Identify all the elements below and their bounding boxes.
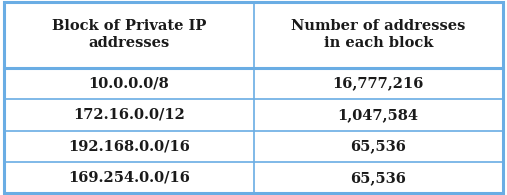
Text: 192.168.0.0/16: 192.168.0.0/16 xyxy=(68,139,190,153)
Text: Number of addresses
in each block: Number of addresses in each block xyxy=(291,19,465,50)
Text: Block of Private IP
addresses: Block of Private IP addresses xyxy=(52,19,206,50)
Text: 169.254.0.0/16: 169.254.0.0/16 xyxy=(68,171,190,185)
Text: 172.16.0.0/12: 172.16.0.0/12 xyxy=(73,108,185,122)
Text: 16,777,216: 16,777,216 xyxy=(333,76,424,90)
Text: 65,536: 65,536 xyxy=(350,139,406,153)
Text: 65,536: 65,536 xyxy=(350,171,406,185)
Text: 10.0.0.0/8: 10.0.0.0/8 xyxy=(88,76,169,90)
Text: 1,047,584: 1,047,584 xyxy=(338,108,419,122)
